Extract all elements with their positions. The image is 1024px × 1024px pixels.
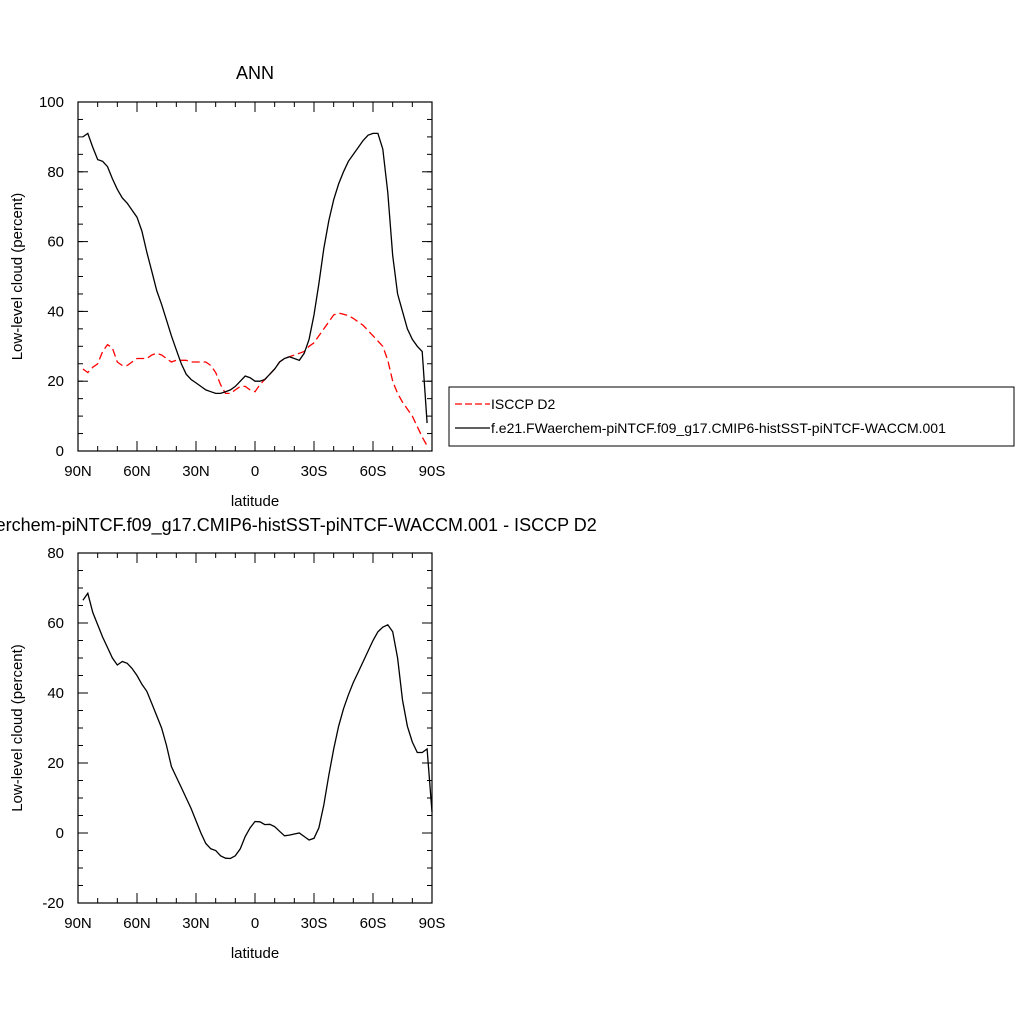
x-tick-label: 90S (419, 463, 446, 480)
y-axis-label: Low-level cloud (percent) (9, 644, 26, 812)
annual-low-cloud-panel: ANN 90N 60N 30N 0 30S 60S 90S 0 20 40 60 80 100 latitu… (9, 63, 445, 510)
x-axis-label: latitude (231, 945, 279, 962)
x-tick-label: 90N (64, 463, 92, 480)
y-tick-label: 0 (56, 825, 64, 842)
y-tick-label: 40 (47, 303, 64, 320)
plot-frame (77, 552, 433, 904)
y-tick-label: 60 (47, 615, 64, 632)
series-line-0 (82, 312, 428, 447)
x-tick-label: 90N (64, 915, 92, 932)
x-tick-label: 60S (360, 915, 387, 932)
y-tick-label: 100 (39, 94, 64, 111)
legend-label: ISCCP D2 (491, 396, 556, 412)
x-axis-label: latitude (231, 493, 279, 510)
y-axis-label: Low-level cloud (percent) (9, 193, 26, 361)
difference-panel: f.e21.FWaerchem-piNTCF.f09_g17.CMIP6-his… (0, 515, 597, 962)
y-tick-label: -20 (42, 895, 64, 912)
y-tick-label: 60 (47, 234, 64, 251)
chart-title-0: ANN (236, 63, 274, 83)
y-tick-label: 20 (47, 373, 64, 390)
x-tick-label: 60S (360, 463, 387, 480)
y-tick-label: 0 (56, 443, 64, 460)
x-tick-label: 0 (251, 463, 259, 480)
series-line-0 (82, 591, 433, 860)
series-line-1 (82, 132, 428, 424)
x-tick-label: 30S (301, 915, 328, 932)
x-tick-label: 60N (123, 463, 151, 480)
legend: ISCCP D2 f.e21.FWaerchem-piNTCF.f09_g17.C… (448, 386, 1015, 447)
x-tick-label: 60N (123, 915, 151, 932)
y-tick-label: 40 (47, 685, 64, 702)
y-tick-label: 80 (47, 164, 64, 181)
x-tick-label: 30S (301, 463, 328, 480)
x-tick-label: 0 (251, 915, 259, 932)
legend-label: f.e21.FWaerchem-piNTCF.f09_g17.CMIP6-his… (491, 420, 946, 436)
chart-title-1: f.e21.FWaerchem-piNTCF.f09_g17.CMIP6-his… (0, 515, 597, 536)
legend-box (448, 386, 1015, 447)
x-tick-label: 90S (419, 915, 446, 932)
y-tick-label: 80 (47, 545, 64, 562)
y-tick-label: 20 (47, 755, 64, 772)
x-tick-label: 30N (182, 463, 210, 480)
x-tick-label: 30N (182, 915, 210, 932)
plot-frame (77, 101, 433, 452)
